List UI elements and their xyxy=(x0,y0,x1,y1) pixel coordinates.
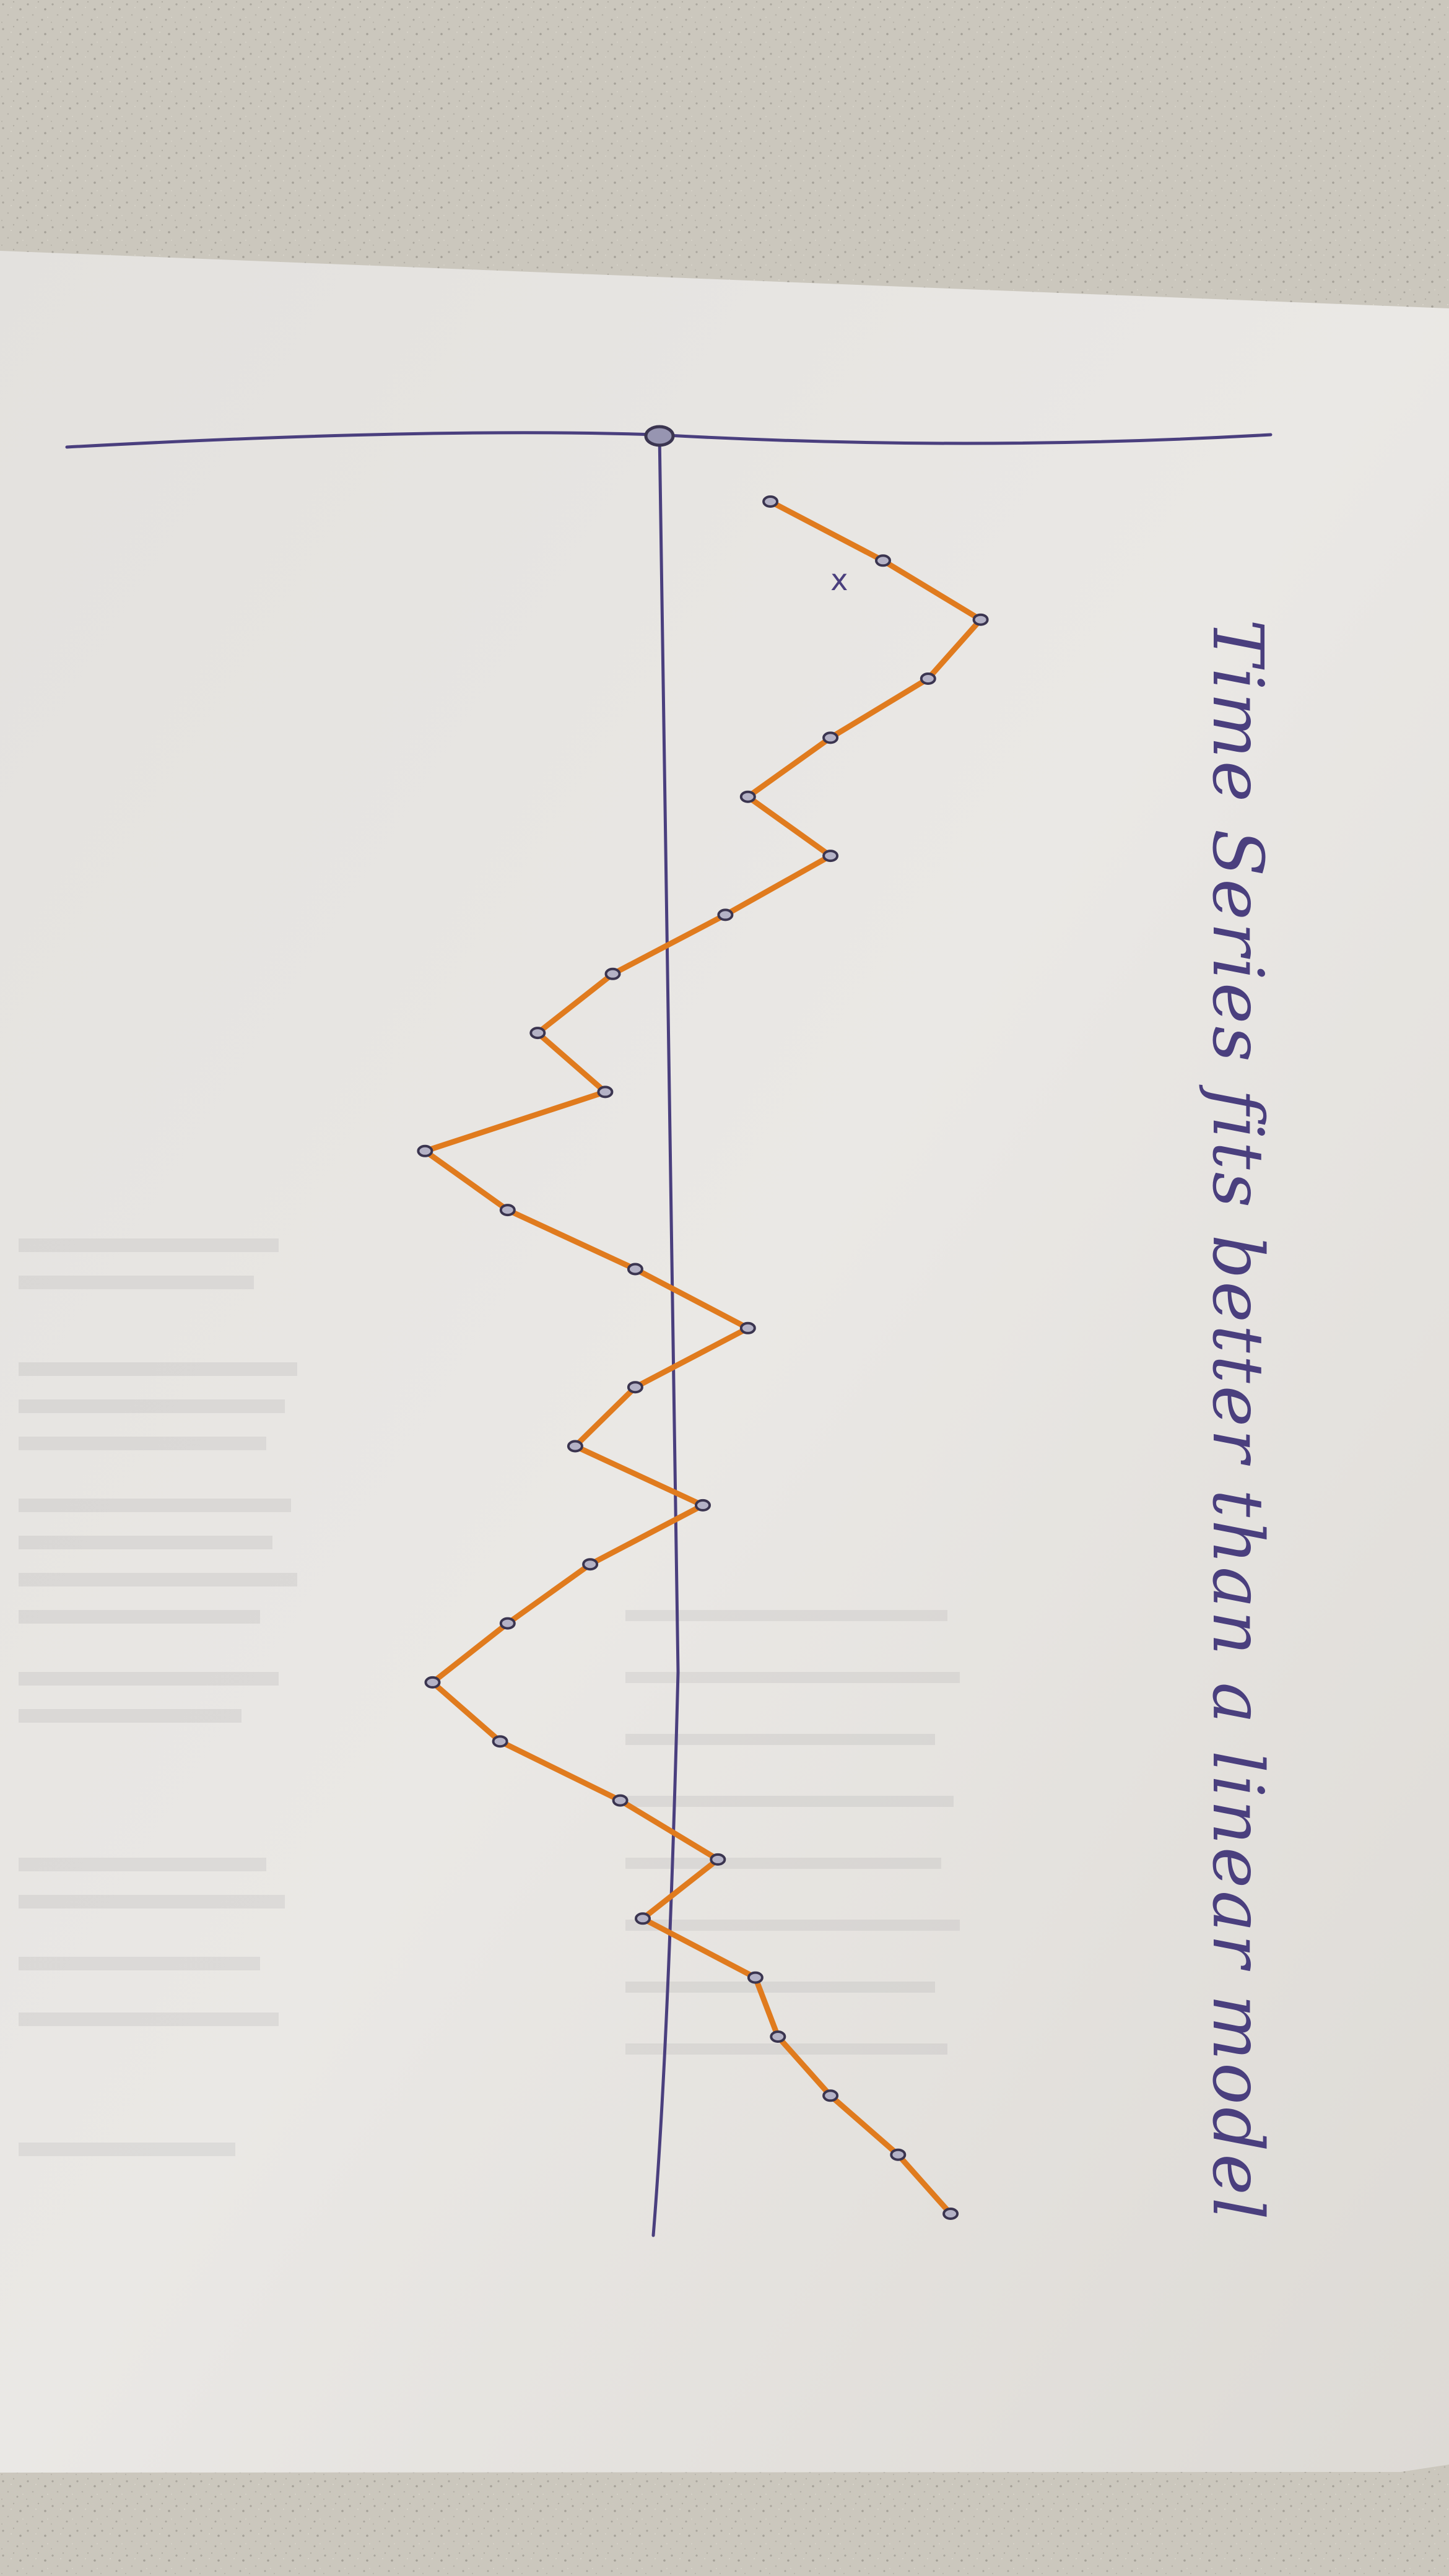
data-point xyxy=(739,790,756,803)
data-point xyxy=(710,1853,726,1866)
data-point xyxy=(529,1027,546,1040)
data-point xyxy=(890,2148,907,2161)
data-point xyxy=(747,1971,764,1984)
data-point xyxy=(582,1558,599,1571)
data-point xyxy=(424,1676,441,1689)
origin-marker xyxy=(644,425,675,447)
annotations: x xyxy=(830,563,848,598)
data-point xyxy=(612,1794,629,1807)
data-point xyxy=(822,850,839,863)
bleed-through xyxy=(19,1238,960,2156)
data-point xyxy=(499,1204,516,1217)
data-point xyxy=(739,1321,756,1334)
series-points xyxy=(417,495,989,2220)
data-point xyxy=(627,1263,643,1276)
data-point xyxy=(942,2208,959,2220)
annotation-mark: x xyxy=(830,563,848,598)
data-point xyxy=(417,1144,433,1157)
series-line xyxy=(422,498,984,2217)
data-point xyxy=(635,1912,651,1925)
data-point xyxy=(762,495,779,508)
data-point xyxy=(567,1440,583,1453)
caption: Time Series fits better than a linear mo… xyxy=(1197,619,1277,2222)
data-point xyxy=(695,1499,711,1512)
data-point xyxy=(770,2030,786,2043)
data-point xyxy=(627,1381,643,1394)
data-point xyxy=(717,908,734,921)
data-point xyxy=(604,967,621,980)
data-point xyxy=(492,1735,508,1748)
data-point xyxy=(597,1086,614,1099)
data-point xyxy=(499,1617,516,1630)
data-point xyxy=(920,672,936,685)
data-point xyxy=(822,2089,839,2102)
data-point xyxy=(972,613,989,626)
paper-sheet xyxy=(0,251,1449,2473)
data-point xyxy=(875,554,891,567)
data-point xyxy=(822,731,839,744)
